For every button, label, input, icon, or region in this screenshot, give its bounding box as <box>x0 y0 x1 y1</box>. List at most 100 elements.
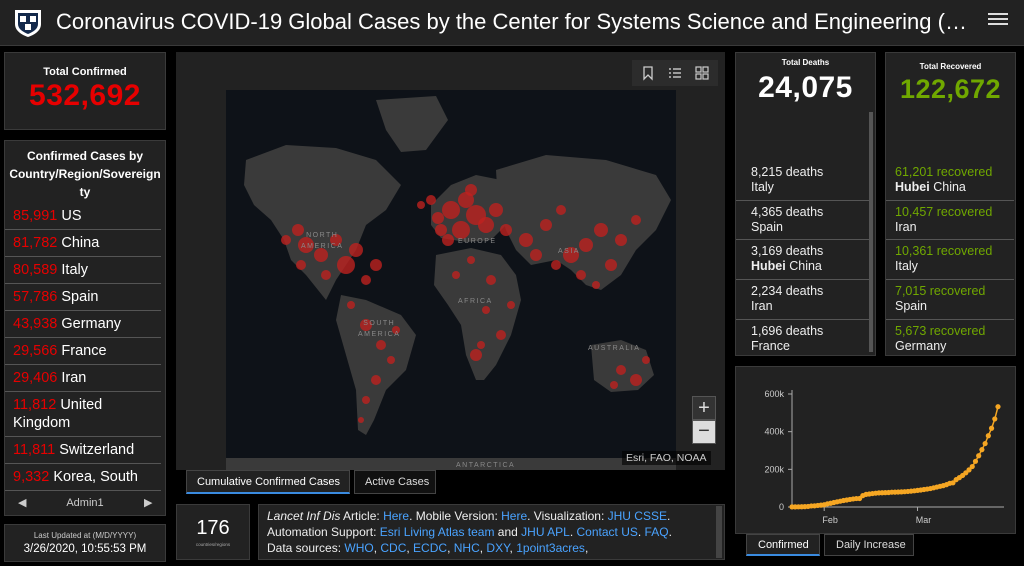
ecdc-link[interactable]: ECDC <box>413 541 448 555</box>
confirmed-data-point[interactable] <box>985 433 991 439</box>
country-list-item[interactable]: 57,786 Spain <box>5 284 161 311</box>
esri-living-atlas-link[interactable]: Esri Living Atlas team <box>379 525 495 539</box>
case-bubble[interactable] <box>496 330 506 340</box>
case-bubble[interactable] <box>507 301 515 309</box>
case-bubble[interactable] <box>458 192 474 208</box>
case-bubble[interactable] <box>392 326 400 334</box>
country-list-scrollbar[interactable] <box>165 207 166 507</box>
case-bubble[interactable] <box>556 205 566 215</box>
case-bubble[interactable] <box>576 270 586 280</box>
deaths-list-item[interactable]: 1,696 deaths France <box>736 320 871 355</box>
case-bubble[interactable] <box>477 341 485 349</box>
tab-active-cases[interactable]: Active Cases <box>354 470 436 494</box>
case-bubble[interactable] <box>610 381 618 389</box>
confirmed-data-point[interactable] <box>976 453 982 459</box>
country-list-item[interactable]: 80,589 Italy <box>5 257 161 284</box>
country-list-item[interactable]: 11,811 Switzerland <box>5 437 161 464</box>
deaths-list-item[interactable]: 3,169 deaths Hubei China <box>736 240 871 281</box>
case-bubble[interactable] <box>387 356 395 364</box>
confirmed-data-point[interactable] <box>992 416 998 422</box>
case-bubble[interactable] <box>579 238 593 252</box>
country-list-item[interactable]: 11,812 United Kingdom <box>5 392 161 437</box>
confirmed-cases-chart[interactable]: 0 200k 400k 600k Feb Mar <box>736 367 1017 535</box>
mobile-version-link[interactable]: Here <box>501 509 528 523</box>
case-bubble[interactable] <box>540 219 552 231</box>
case-bubble[interactable] <box>486 275 496 285</box>
case-bubble[interactable] <box>370 259 382 271</box>
deaths-list-scrollbar[interactable] <box>869 112 873 352</box>
recovered-list-item[interactable]: 10,457 recovered Iran <box>886 201 1014 241</box>
case-bubble[interactable] <box>592 281 600 289</box>
confirmed-data-point[interactable] <box>995 404 1001 410</box>
case-bubble[interactable] <box>482 306 490 314</box>
country-list-item[interactable]: 29,406 Iran <box>5 365 161 392</box>
case-bubble[interactable] <box>432 212 444 224</box>
case-bubble[interactable] <box>337 256 355 274</box>
case-bubble[interactable] <box>605 259 617 271</box>
tab-daily-increase[interactable]: Daily Increase <box>824 534 914 556</box>
country-list-item[interactable]: 85,991 US <box>5 203 161 230</box>
case-bubble[interactable] <box>361 275 371 285</box>
tab-cumulative-confirmed-cases[interactable]: Cumulative Confirmed Cases <box>186 470 350 494</box>
case-bubble[interactable] <box>358 417 364 423</box>
dxy-link[interactable]: DXY <box>486 541 510 555</box>
contact-us-link[interactable]: Contact US <box>576 525 638 539</box>
case-bubble[interactable] <box>500 224 512 236</box>
case-bubble[interactable] <box>563 247 579 263</box>
case-bubble[interactable] <box>296 260 306 270</box>
confirmed-data-point[interactable] <box>988 425 995 431</box>
case-bubble[interactable] <box>442 234 454 246</box>
case-bubble[interactable] <box>347 301 355 309</box>
case-bubble[interactable] <box>330 234 342 246</box>
case-bubble[interactable] <box>615 234 627 246</box>
case-bubble[interactable] <box>594 223 608 237</box>
case-bubble[interactable] <box>362 396 370 404</box>
case-bubble[interactable] <box>465 184 477 196</box>
case-bubble[interactable] <box>489 203 503 217</box>
case-bubble[interactable] <box>292 224 304 236</box>
confirmed-data-point[interactable] <box>969 463 975 470</box>
case-bubble[interactable] <box>452 271 460 279</box>
case-bubble[interactable] <box>349 243 363 257</box>
jhu-csse-link[interactable]: JHU CSSE <box>607 509 667 523</box>
case-bubble[interactable] <box>478 217 494 233</box>
previous-arrow-icon[interactable]: ◀ <box>18 497 27 509</box>
cdc-link[interactable]: CDC <box>380 541 407 555</box>
case-bubble[interactable] <box>442 201 460 219</box>
case-bubble[interactable] <box>630 374 642 386</box>
legend-list-icon[interactable] <box>667 65 683 81</box>
confirmed-data-point[interactable] <box>966 467 972 473</box>
info-scrollbar[interactable] <box>716 506 722 558</box>
faq-link[interactable]: FAQ <box>644 525 669 539</box>
case-bubble[interactable] <box>470 349 482 361</box>
case-bubble[interactable] <box>642 356 650 364</box>
hamburger-menu-icon[interactable] <box>988 10 1008 30</box>
nhc-link[interactable]: NHC <box>453 541 480 555</box>
case-bubble[interactable] <box>371 375 381 385</box>
jhu-apl-link[interactable]: JHU APL <box>521 525 570 539</box>
confirmed-data-point[interactable] <box>972 458 979 464</box>
confirmed-data-point[interactable] <box>982 440 988 447</box>
case-bubble[interactable] <box>435 224 447 236</box>
world-map[interactable]: NORTH AMERICA SOUTH AMERICA EUROPE ASIA … <box>226 90 676 470</box>
country-list-item[interactable]: 43,938 Germany <box>5 311 161 338</box>
case-bubble[interactable] <box>426 195 436 205</box>
case-bubble[interactable] <box>417 201 425 209</box>
tab-confirmed[interactable]: Confirmed <box>746 534 820 556</box>
case-bubble[interactable] <box>321 270 331 280</box>
recovered-list-item[interactable]: 5,673 recovered Germany <box>886 320 1014 355</box>
case-bubble[interactable] <box>631 215 641 225</box>
case-bubble[interactable] <box>314 248 328 262</box>
case-bubble[interactable] <box>467 256 475 264</box>
bookmark-icon[interactable] <box>640 65 656 81</box>
zoom-out-button[interactable]: − <box>692 420 716 444</box>
case-bubble[interactable] <box>616 365 626 375</box>
case-bubble[interactable] <box>376 340 386 350</box>
recovered-list-item[interactable]: 7,015 recovered Spain <box>886 280 1014 320</box>
basemap-gallery-icon[interactable] <box>694 65 710 81</box>
case-bubble[interactable] <box>530 249 542 261</box>
case-bubble[interactable] <box>298 237 314 253</box>
confirmed-data-point[interactable] <box>979 447 985 453</box>
case-bubble[interactable] <box>360 319 372 331</box>
next-arrow-icon[interactable]: ▶ <box>144 497 153 509</box>
